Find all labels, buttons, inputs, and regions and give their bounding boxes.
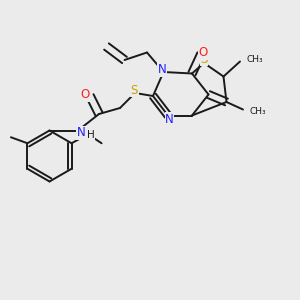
Text: H: H [87, 130, 94, 140]
Text: N: N [76, 126, 85, 140]
Text: O: O [81, 88, 90, 101]
Text: CH₃: CH₃ [246, 56, 262, 64]
Text: N: N [158, 63, 166, 76]
Text: S: S [200, 53, 208, 66]
Text: N: N [165, 112, 174, 126]
Text: S: S [131, 83, 138, 97]
Text: CH₃: CH₃ [249, 106, 266, 116]
Text: O: O [199, 46, 208, 59]
